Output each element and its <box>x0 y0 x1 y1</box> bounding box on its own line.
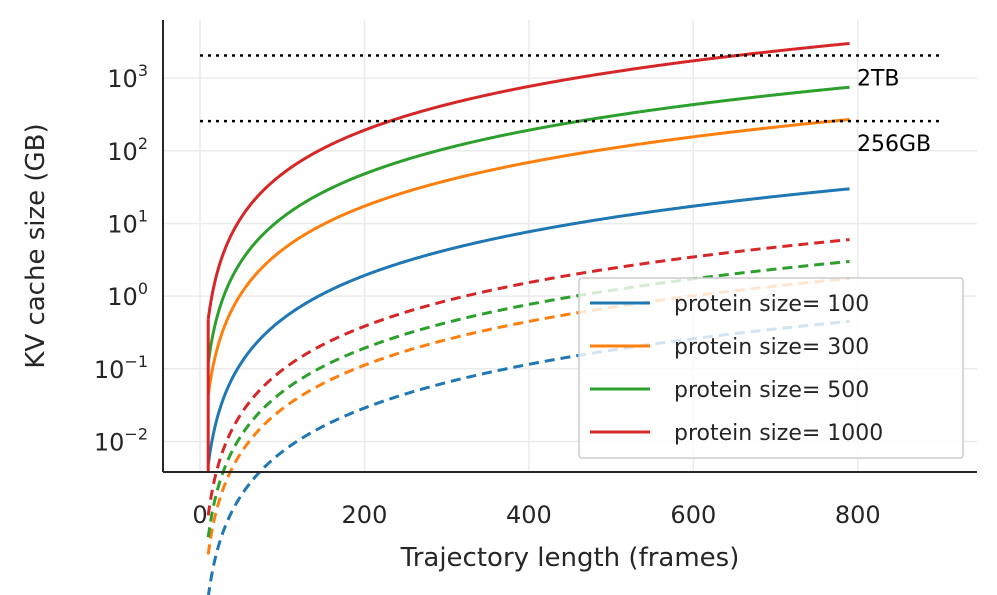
legend-label: protein size= 500 <box>674 378 869 403</box>
reference-line-label: 256GB <box>857 132 931 157</box>
reference-line-label: 2TB <box>857 67 900 92</box>
y-tick-label: 10−2 <box>94 424 148 456</box>
legend-label: protein size= 1000 <box>674 421 883 446</box>
y-tick-base: 10 <box>94 428 125 456</box>
x-axis-label: Trajectory length (frames) <box>400 543 740 573</box>
legend-label: protein size= 300 <box>674 335 869 360</box>
reference-lines: 2TB 256GB <box>200 54 940 157</box>
x-tick-label: 400 <box>506 501 552 529</box>
y-tick-base: 10 <box>107 65 138 93</box>
y-tick-exponent: 2 <box>138 134 148 153</box>
legend-box <box>578 277 964 459</box>
x-tick-label: 800 <box>835 501 881 529</box>
y-tick-exponent: −2 <box>124 424 148 443</box>
y-tick-label: 10−1 <box>94 352 148 384</box>
series-line-solid-1 <box>206 117 850 396</box>
y-axis-label: KV cache size (GB) <box>21 123 51 368</box>
y-tick-exponent: 3 <box>138 61 148 80</box>
legend-label: protein size= 100 <box>674 292 869 317</box>
axes <box>162 20 977 473</box>
series-line-dashed-2 <box>206 259 850 538</box>
y-tick-exponent: 0 <box>138 279 148 298</box>
x-tick-label: 0 <box>192 501 207 529</box>
y-tick-base: 10 <box>107 138 138 166</box>
x-tick-label: 600 <box>670 501 716 529</box>
x-tick-label: 200 <box>342 501 388 529</box>
y-tick-base: 10 <box>94 356 125 384</box>
y-tick-label: 100 <box>107 279 148 311</box>
y-tick-label: 102 <box>107 134 148 166</box>
series-line-solid-3 <box>206 41 850 320</box>
y-tick-exponent: −1 <box>124 352 148 371</box>
series-line-solid-0 <box>206 187 850 465</box>
series-line-solid-2 <box>206 85 850 364</box>
y-tick-label: 101 <box>107 206 148 238</box>
y-tick-label: 103 <box>107 61 148 93</box>
legend: protein size= 100 protein size= 300 protei… <box>578 277 964 459</box>
y-tick-base: 10 <box>107 283 138 311</box>
y-tick-base: 10 <box>107 210 138 238</box>
series-line-dashed-3 <box>206 238 850 516</box>
y-tick-exponent: 1 <box>138 206 148 225</box>
